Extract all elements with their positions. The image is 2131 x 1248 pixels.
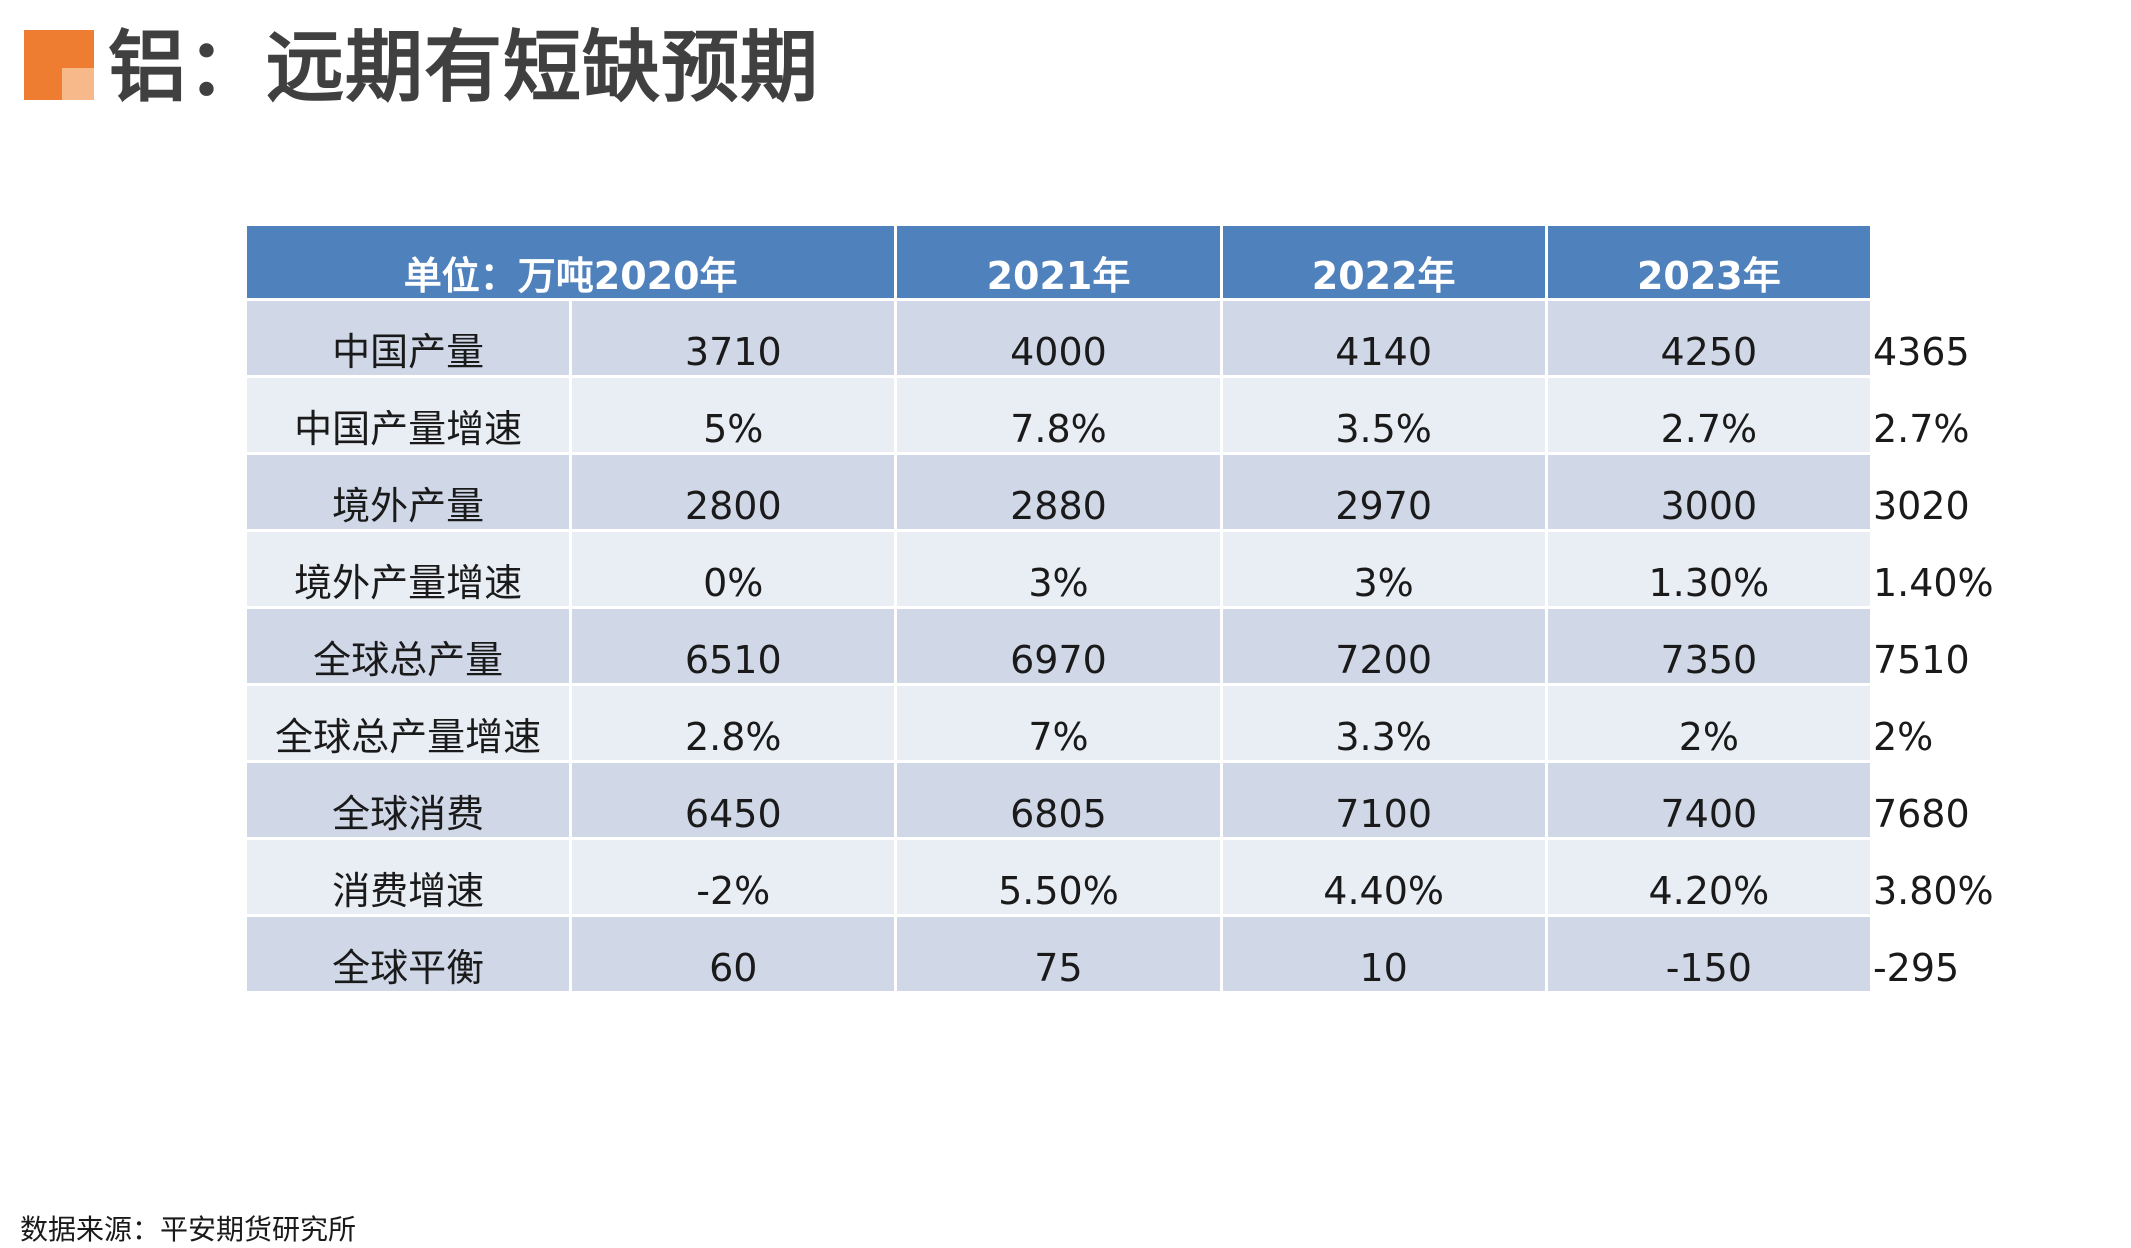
value-cell: 7% [897,686,1220,760]
row-label-cell: 境外产量增速 [247,532,570,606]
logo-square-light [62,68,94,100]
table-row: 全球总产量增速 2.8% 7% 3.3% 2% 2% [247,686,1933,760]
value-cell: 2% [1547,686,1870,760]
table-row: 境外产量增速 0% 3% 3% 1.30% 1.40% [247,532,1994,606]
value-cell: 3000 [1547,455,1870,529]
data-table-container: 单位：万吨2020年 2021年 2022年 2023年 2024年 中国产量 3… [244,223,2017,994]
value-cell: 7350 [1547,609,1870,683]
slide-title: 铝：远期有短缺预期 [108,23,820,113]
value-cell: 4.40% [1222,840,1545,914]
value-cell: 1.30% [1547,532,1870,606]
row-label-cell: 全球消费 [247,763,570,837]
value-cell: 3% [1222,532,1545,606]
aluminum-supply-demand-table: 单位：万吨2020年 2021年 2022年 2023年 2024年 中国产量 3… [244,223,2017,994]
value-cell: 6510 [572,609,895,683]
value-cell: 4000 [897,301,1220,375]
value-cell: 2880 [897,455,1220,529]
table-row: 中国产量 3710 4000 4140 4250 4365 [247,301,1970,375]
header-2022: 2022年 [1222,226,1545,298]
value-cell: 60 [572,917,895,991]
row-label-cell: 消费增速 [247,840,570,914]
row-label-cell: 中国产量增速 [247,378,570,452]
row-label-cell: 中国产量 [247,301,570,375]
table-row: 全球总产量 6510 6970 7200 7350 7510 [247,609,1970,683]
value-cell: 6805 [897,763,1220,837]
value-cell: 4250 [1547,301,1870,375]
value-cell: 3.3% [1222,686,1545,760]
value-cell: -150 [1547,917,1870,991]
value-cell: -2% [572,840,895,914]
row-label-cell: 全球总产量 [247,609,570,683]
value-cell: 2.7% [1547,378,1870,452]
value-cell: 6970 [897,609,1220,683]
row-label-cell: 境外产量 [247,455,570,529]
table-row: 境外产量 2800 2880 2970 3000 3020 [247,455,1970,529]
table-header-row: 单位：万吨2020年 2021年 2022年 2023年 2024年 [247,226,2017,298]
value-cell: 7200 [1222,609,1545,683]
value-cell: 6450 [572,763,895,837]
header-2021: 2021年 [897,226,1220,298]
table-row: 消费增速 -2% 5.50% 4.40% 4.20% 3.80% [247,840,1994,914]
data-source-note: 数据来源：平安期货研究所 [20,1213,357,1246]
value-cell: 7400 [1547,763,1870,837]
value-cell: 10 [1222,917,1545,991]
value-cell: 4.20% [1547,840,1870,914]
value-cell: 2.8% [572,686,895,760]
value-cell: 0% [572,532,895,606]
table-body: 中国产量 3710 4000 4140 4250 4365 中国产量增速 5% 7.8% 3.5%… [247,301,1994,991]
value-cell: 7100 [1222,763,1545,837]
table-row: 中国产量增速 5% 7.8% 3.5% 2.7% 2.7% [247,378,1969,452]
value-cell: 2800 [572,455,895,529]
value-cell: 75 [897,917,1220,991]
value-cell: 3% [897,532,1220,606]
value-cell: 3710 [572,301,895,375]
brand-logo [24,30,94,100]
table-row: 全球消费 6450 6805 7100 7400 7680 [247,763,1970,837]
value-cell: 3.5% [1222,378,1545,452]
value-cell: 7.8% [897,378,1220,452]
value-cell: 5% [572,378,895,452]
header-unit-2020: 单位：万吨2020年 [247,226,895,298]
value-cell: 4140 [1222,301,1545,375]
header-2023: 2023年 [1547,226,1870,298]
value-cell: 2970 [1222,455,1545,529]
row-label-cell: 全球平衡 [247,917,570,991]
row-label-cell: 全球总产量增速 [247,686,570,760]
value-cell: 5.50% [897,840,1220,914]
table-row: 全球平衡 60 75 10 -150 -295 [247,917,1959,991]
